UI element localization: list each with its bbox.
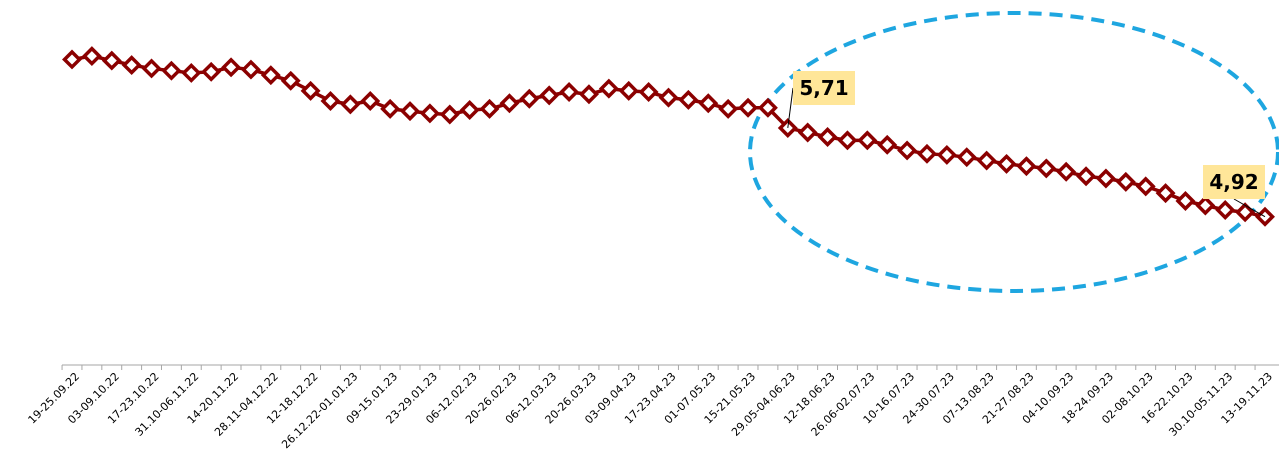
data-point [559, 82, 580, 103]
data-point [360, 91, 381, 111]
data-point [936, 144, 957, 165]
data-point [380, 98, 401, 119]
data-point [400, 101, 420, 122]
data-point [340, 94, 361, 115]
data-point [1056, 161, 1077, 182]
data-point [638, 82, 659, 103]
data-point [181, 62, 202, 83]
callout-label: 5,71 [799, 76, 848, 100]
data-point [1115, 171, 1136, 192]
data-point [1095, 168, 1116, 189]
data-point [62, 49, 82, 70]
data-point [877, 134, 898, 155]
highlight-layer [748, 11, 1279, 293]
data-point [897, 140, 918, 161]
data-point [479, 98, 500, 119]
x-tick-label: 26.12.22-01.01.23 [279, 370, 360, 451]
data-point [698, 93, 719, 114]
series-layer [62, 46, 1275, 227]
data-point [539, 85, 560, 106]
data-point [240, 59, 261, 80]
data-point [419, 103, 440, 124]
data-point [1036, 158, 1057, 179]
data-point [300, 80, 321, 101]
data-point [718, 98, 739, 119]
data-point [817, 126, 838, 147]
data-point [1155, 183, 1176, 204]
x-axis: 19-25.09.2203-09.10.2217-23.10.2231.10-0… [26, 364, 1279, 451]
data-point [578, 84, 599, 105]
data-point [1215, 200, 1236, 220]
data-point [658, 87, 679, 108]
data-point [598, 78, 619, 99]
data-point [439, 104, 460, 125]
annotation-layer: 5,71 4,92 [787, 71, 1266, 218]
callout-leader [1233, 198, 1266, 218]
data-point [260, 65, 281, 86]
callout-box [1203, 165, 1265, 199]
series-line [71, 54, 1266, 219]
data-point [221, 57, 242, 78]
data-point [499, 93, 520, 114]
data-point [618, 80, 639, 101]
data-point [976, 150, 997, 171]
data-point [161, 60, 182, 81]
data-point [797, 122, 818, 143]
callout-box [793, 71, 855, 105]
data-point [1016, 156, 1037, 177]
data-point [1195, 195, 1216, 216]
data-point [141, 58, 162, 79]
data-point [101, 50, 122, 71]
data-point [519, 88, 540, 109]
data-point [1175, 191, 1196, 211]
data-point [1235, 202, 1256, 223]
highlight-ellipse [748, 11, 1279, 293]
data-point [757, 97, 778, 118]
data-point [956, 147, 977, 168]
data-point [738, 97, 759, 118]
callout-leader [787, 87, 794, 129]
data-point [1135, 176, 1156, 197]
data-point [121, 55, 142, 76]
data-point [917, 143, 937, 164]
data-point [81, 46, 102, 67]
data-point [996, 153, 1017, 174]
data-point [857, 130, 878, 151]
data-point [678, 89, 699, 110]
data-point [320, 91, 341, 111]
data-point [837, 130, 858, 151]
data-point [459, 100, 480, 120]
data-point [280, 70, 301, 91]
callout-label: 4,92 [1209, 170, 1258, 194]
data-point [201, 61, 222, 82]
data-point [1076, 166, 1097, 187]
